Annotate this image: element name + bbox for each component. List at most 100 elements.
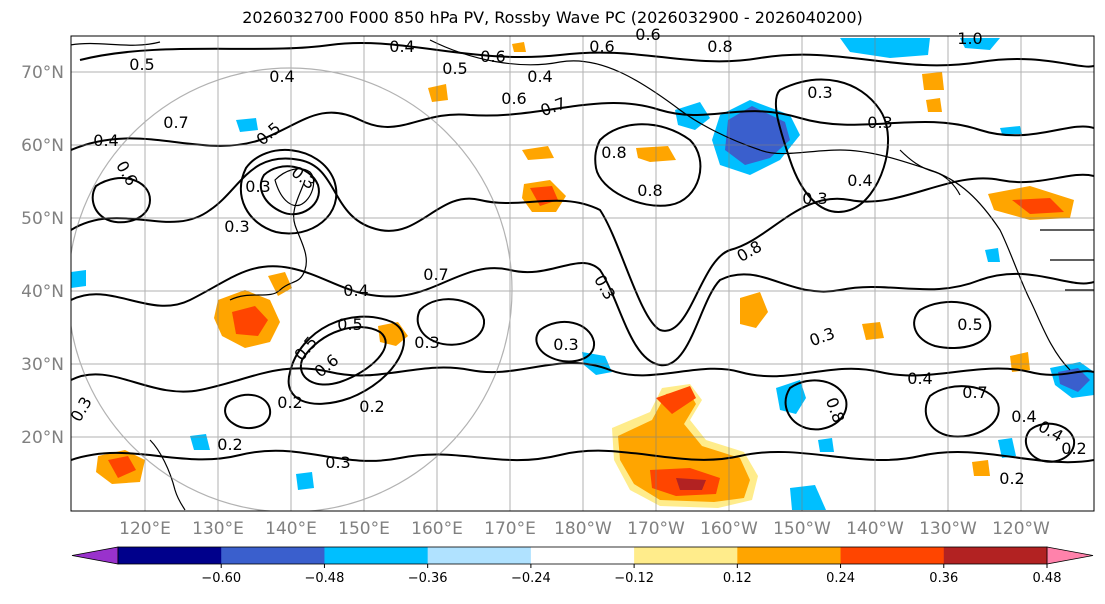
contour-label: 0.2 [359,397,384,416]
colorbar-segment [634,547,738,564]
pv-contour [91,177,152,224]
colorbar-segment [737,547,842,564]
negative-anomaly [236,118,258,132]
contour-label: 0.5 [129,55,154,74]
negative-anomaly [840,38,930,58]
negative-anomaly [190,434,210,450]
lon-label: 160°W [700,519,758,539]
positive-anomaly [656,386,696,414]
contour-label: 0.6 [480,47,505,66]
coastline [1040,229,1094,291]
contour-label: 0.6 [112,157,141,189]
lon-label: 140°W [846,519,904,539]
negative-anomaly [998,438,1016,458]
positive-anomaly [522,146,554,160]
pv-contour [416,298,486,346]
colorbar-segment [427,547,532,564]
lon-label: 170°W [627,519,685,539]
contour-label: 0.4 [1011,407,1036,426]
lon-label: 150°E [338,519,390,539]
colorbar-segment [840,547,945,564]
pv-contour [71,261,1094,367]
pv-contour [1024,422,1076,463]
pv-contour [71,102,1094,151]
colorbar-tick-label: 0.48 [1033,571,1062,586]
contour-label: 0.8 [733,237,765,266]
positive-anomaly [428,84,448,102]
colorbar-tick-label: 0.36 [929,571,958,586]
positive-anomaly [512,42,526,52]
pv-contour [240,148,338,235]
colorbar-segment [118,547,222,564]
negative-anomaly [818,438,834,452]
pv-anomaly-shading [71,38,1094,510]
pv-contours [71,41,1094,464]
pv-contour [913,300,992,350]
pv-contour [259,165,320,216]
lon-label: 160°E [411,519,463,539]
coastline [274,168,315,207]
coastline [229,179,307,301]
colorbar-tick-label: −0.24 [511,571,551,586]
negative-anomaly [960,38,1000,50]
colorbar-segment [943,547,1048,564]
pv-contour [287,315,405,405]
contour-label: 0.8 [822,395,849,425]
contour-label: 0.2 [999,469,1024,488]
pv-contour [784,379,848,431]
lon-label: 120°E [119,519,171,539]
positive-anomaly [922,72,944,90]
longitude-labels: 120°E 130°E 140°E 150°E 160°E 170°E 180°… [119,519,1050,539]
colorbar-tick-label: −0.36 [408,571,448,586]
colorbar-tick-label: −0.60 [201,571,241,586]
contour-label: 0.5 [337,315,362,334]
positive-anomaly [268,272,292,296]
negative-anomaly [296,472,314,490]
latitude-labels: 70°N 60°N 50°N 40°N 30°N 20°N [21,63,64,448]
contour-label: 0.5 [957,315,982,334]
colorbar-segment [324,547,429,564]
negative-anomaly [725,106,790,165]
lon-label: 150°W [773,519,831,539]
contour-label: 0.2 [1061,439,1086,458]
colorbar-border [117,546,1048,565]
contour-label: 0.4 [269,67,294,86]
positive-anomaly [676,478,706,490]
coastline [149,439,186,511]
contour-label: 0.6 [311,350,343,381]
colorbar-tick-label: −0.48 [305,571,345,586]
colorbar-segment [221,547,325,564]
lat-label: 60°N [21,136,64,156]
colorbar-segment [530,547,635,564]
lon-label: 170°E [484,519,536,539]
colorbar-tick-label: −0.12 [614,571,654,586]
contour-label: 0.6 [589,37,614,56]
contour-label: 0.8 [707,37,732,56]
contour-labels: 0.4 0.5 0.6 0.6 0.4 0.6 0.7 0.6 0.8 0.8 1.0 0.4 0.5 0… [67,25,1087,488]
contour-label: 0.8 [637,181,662,200]
positive-anomaly [862,322,884,340]
positive-anomaly [1010,352,1030,372]
positive-anomaly [108,456,136,478]
contour-label: 0.7 [163,113,188,132]
negative-anomaly [776,380,806,414]
pv-contour [924,385,1000,438]
coastline [429,39,1071,371]
lat-label: 30°N [21,355,64,375]
graticule [71,36,1094,511]
contour-label: 0.3 [867,113,892,132]
contour-label: 0.3 [325,453,350,472]
pv-contour [594,123,702,207]
radius-circle [71,67,513,511]
contour-label: 1.0 [957,29,982,48]
contour-label: 0.3 [553,335,578,354]
contour-label: 0.4 [527,67,552,86]
pv-contour [224,393,272,430]
contour-label: 0.4 [389,37,414,56]
contour-label: 0.8 [601,143,626,162]
lat-label: 70°N [21,63,64,83]
pv-contour [71,449,1094,464]
pv-contour [299,326,387,386]
contour-label: 0.2 [277,393,302,412]
